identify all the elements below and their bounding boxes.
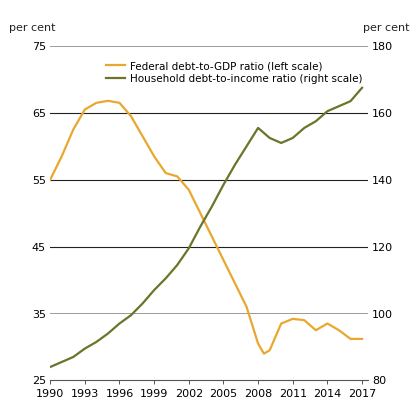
Legend: Federal debt-to-GDP ratio (left scale), Household debt-to-income ratio (right sc: Federal debt-to-GDP ratio (left scale), … <box>106 61 363 84</box>
Text: per cent: per cent <box>9 23 55 33</box>
Text: per cent: per cent <box>363 23 409 33</box>
